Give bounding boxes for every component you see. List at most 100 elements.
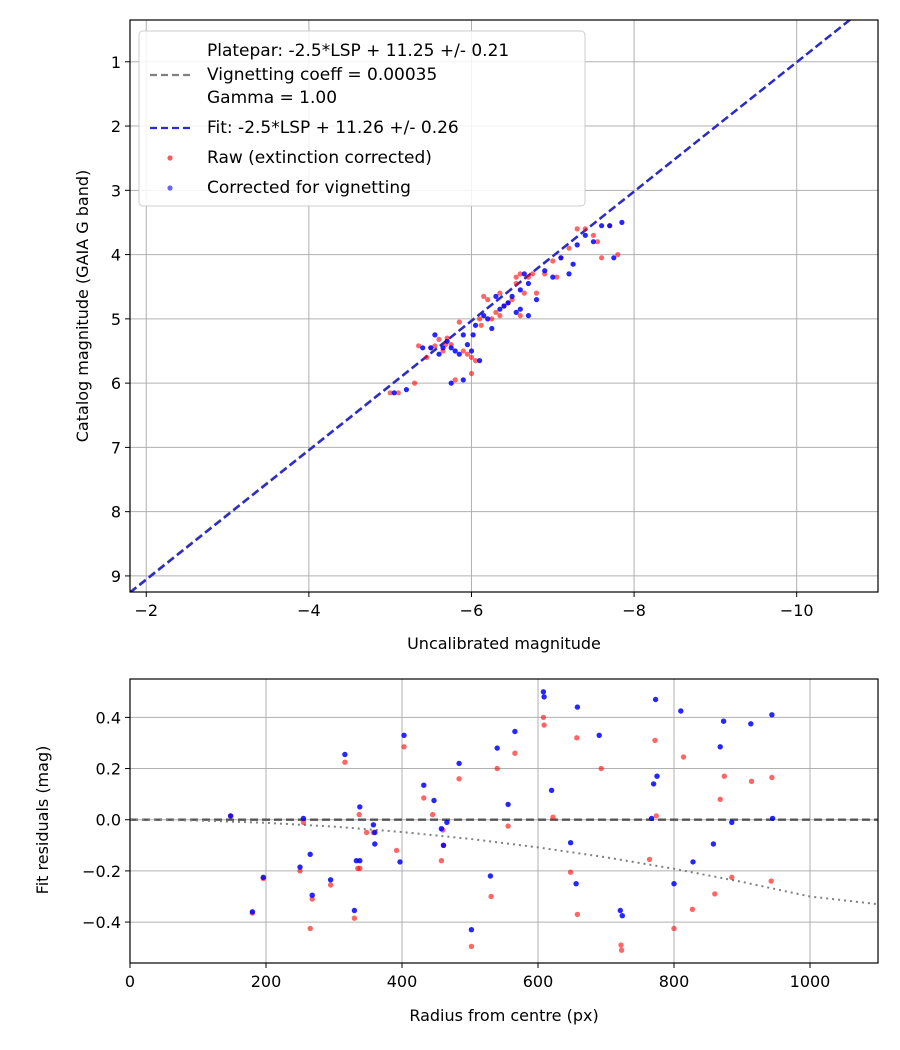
raw-point: [477, 316, 483, 322]
corrected-point: [717, 744, 723, 750]
corrected-point: [456, 760, 462, 767]
raw-point: [513, 280, 519, 287]
corrected-point: [567, 840, 574, 846]
raw-point: [615, 252, 621, 258]
corrected-point: [448, 345, 454, 351]
raw-point: [567, 869, 574, 875]
top-fit-lines: [130, 20, 852, 592]
raw-point: [717, 796, 723, 802]
top-ticks: −2 −4 −6 −8 −10 1 2 3 4 5 6 7 8 9: [111, 53, 814, 620]
legend-swatch-raw: [167, 155, 173, 161]
raw-point: [521, 290, 527, 296]
corrected-point: [397, 859, 403, 865]
raw-point: [488, 893, 494, 900]
raw-point: [468, 370, 475, 377]
corrected-point: [468, 348, 475, 354]
bottom-chart: 0 200 400 600 800 1000 −0.4 −0.2 0.0 0.2 0.4 Radiu…: [33, 678, 879, 1025]
corrected-point: [540, 689, 547, 695]
raw-point: [729, 874, 735, 880]
corrected-point: [472, 322, 479, 328]
raw-point: [481, 293, 487, 299]
raw-point: [618, 942, 624, 948]
corrected-point: [541, 694, 547, 700]
raw-point: [550, 814, 556, 820]
corrected-point: [420, 345, 426, 351]
corrected-point: [487, 873, 494, 879]
x-tick-label: −8: [622, 601, 646, 620]
corrected-point: [525, 313, 532, 319]
corrected-point: [428, 345, 434, 351]
raw-point: [554, 274, 560, 280]
y-tick-label: 1: [111, 53, 121, 72]
bottom-gridlines: [129, 679, 878, 963]
bottom-axes-frame: [129, 678, 879, 964]
top-ylabel: Catalog magnitude (GAIA G band): [73, 170, 92, 442]
corrected-point: [582, 232, 588, 238]
corrected-point: [372, 841, 378, 847]
raw-point: [712, 891, 718, 897]
corrected-point: [596, 732, 602, 738]
raw-point: [646, 856, 653, 863]
corrected-point: [710, 841, 717, 847]
raw-point: [421, 795, 427, 801]
corrected-point: [444, 338, 450, 344]
corrected-point: [769, 712, 775, 718]
y-tick-label: −0.4: [82, 913, 121, 932]
corrected-point: [517, 287, 523, 293]
corrected-point: [494, 745, 500, 751]
corrected-point: [297, 864, 303, 870]
y-tick-label: 9: [111, 567, 121, 586]
corrected-point: [525, 280, 532, 287]
raw-point: [401, 744, 407, 750]
legend-entry-raw: Raw (extinction corrected): [207, 148, 432, 168]
raw-point: [680, 754, 687, 760]
y-tick-label: −0.2: [82, 862, 121, 881]
raw-point: [456, 776, 462, 782]
raw-point: [297, 868, 303, 874]
corrected-point: [550, 274, 556, 280]
corrected-point: [590, 239, 597, 245]
corrected-point: [607, 223, 613, 229]
raw-point: [529, 271, 536, 277]
raw-point: [517, 313, 523, 319]
corrected-point: [432, 332, 438, 338]
corrected-point: [351, 907, 358, 914]
raw-point: [494, 765, 500, 772]
corrected-point: [497, 306, 503, 312]
y-tick-label: 4: [111, 246, 121, 265]
corrected-point: [513, 309, 519, 315]
y-tick-label: 0.2: [96, 760, 121, 779]
corrected-point: [440, 842, 447, 848]
corrected-point: [558, 255, 564, 261]
raw-point: [342, 759, 348, 765]
raw-point: [497, 313, 503, 319]
corrected-point: [342, 751, 348, 758]
corrected-point: [421, 782, 427, 788]
raw-point: [472, 358, 479, 364]
raw-point: [721, 773, 727, 779]
x-tick-label: −10: [780, 601, 814, 620]
raw-point: [300, 819, 307, 825]
raw-point: [525, 274, 532, 280]
raw-point: [671, 925, 677, 932]
x-tick-label: −2: [134, 601, 158, 620]
corrected-point: [448, 380, 454, 386]
legend-entry-fit: Fit: -2.5*LSP + 11.26 +/- 0.26: [207, 118, 459, 138]
raw-point: [513, 274, 519, 280]
corrected-point: [431, 797, 437, 804]
corrected-point: [260, 874, 266, 880]
x-tick-label: 1000: [790, 972, 831, 991]
top-xlabel: Uncalibrated magnitude: [407, 634, 601, 653]
top-axes-frame: [129, 19, 879, 593]
corrected-point: [470, 332, 476, 338]
corrected-point: [401, 732, 407, 738]
corrected-point: [327, 877, 334, 883]
raw-point: [574, 911, 581, 918]
corrected-point: [481, 313, 487, 319]
raw-point: [460, 348, 466, 354]
x-tick-label: 600: [523, 972, 554, 991]
corrected-point: [512, 728, 518, 735]
raw-point: [485, 297, 491, 303]
legend-entry-corrected: Corrected for vignetting: [207, 178, 411, 198]
bottom-ylabel: Fit residuals (mag): [33, 746, 52, 895]
